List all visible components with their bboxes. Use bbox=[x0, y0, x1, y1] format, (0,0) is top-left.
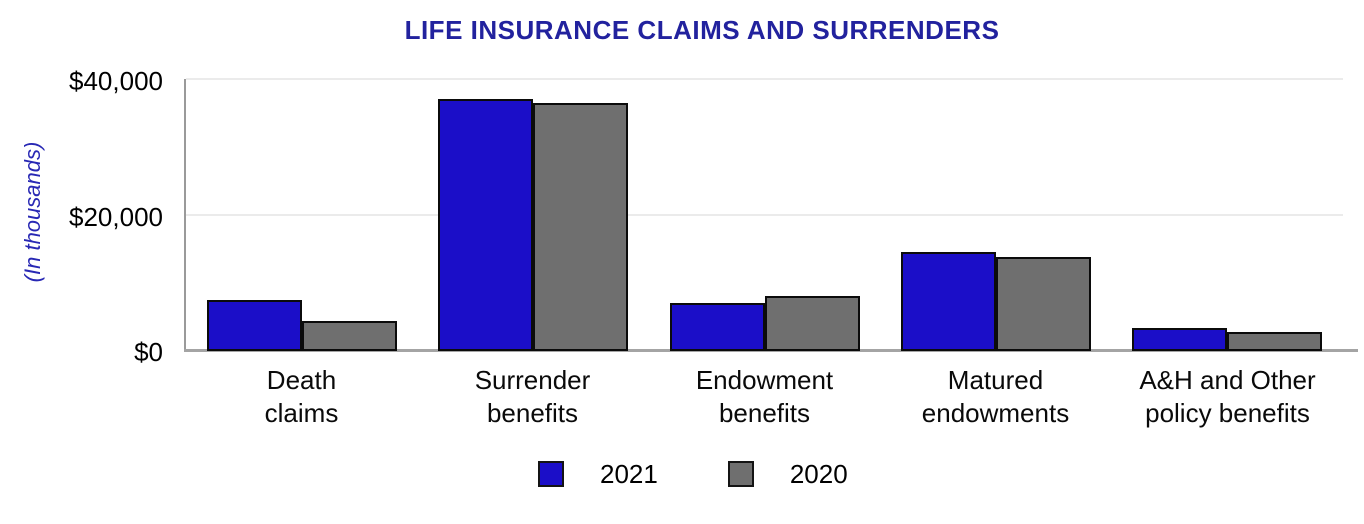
bar-2021-aandh-and-other-policy-benefits bbox=[1132, 328, 1227, 351]
x-category-label-death-claims: Death claims bbox=[186, 364, 417, 430]
bar-2020-endowment-benefits bbox=[765, 296, 860, 351]
x-category-label-line: claims bbox=[264, 398, 339, 428]
x-category-label-aandh-and-other-policy-benefits: A&H and Other policy benefits bbox=[1112, 364, 1343, 430]
legend-item-2020: 2020 bbox=[727, 459, 848, 489]
y-tick-label-0: $0 bbox=[134, 337, 163, 367]
bar-2020-death-claims bbox=[302, 321, 397, 351]
legend-swatch-2020 bbox=[727, 461, 754, 487]
legend-label-2020: 2020 bbox=[789, 459, 848, 489]
bar-2021-surrender-benefits bbox=[438, 99, 533, 351]
bar-2021-matured-endowments bbox=[901, 252, 996, 351]
bar-2021-endowment-benefits bbox=[670, 303, 765, 351]
x-category-label-endowment-benefits: Endowment benefits bbox=[649, 364, 880, 430]
chart-title: LIFE INSURANCE CLAIMS AND SURRENDERS bbox=[404, 15, 1000, 45]
x-category-label-surrender-benefits: Surrender benefits bbox=[417, 364, 648, 430]
gridline-20000 bbox=[186, 214, 1343, 216]
bar-2021-death-claims bbox=[207, 300, 302, 351]
x-category-label-line: benefits bbox=[486, 398, 579, 428]
x-category-label-line: A&H and Other bbox=[1139, 365, 1316, 395]
y-axis-line bbox=[184, 79, 186, 352]
y-tick-label-40000: $40,000 bbox=[69, 66, 163, 96]
x-category-label-line: endowments bbox=[921, 398, 1070, 428]
x-category-label-line: Death bbox=[266, 365, 337, 395]
x-category-label-line: Matured bbox=[947, 365, 1044, 395]
bar-2020-surrender-benefits bbox=[533, 103, 628, 351]
legend-label-2021: 2021 bbox=[600, 459, 658, 489]
bar-2020-aandh-and-other-policy-benefits bbox=[1227, 332, 1322, 351]
legend-item-2021: 2021 bbox=[538, 461, 658, 487]
x-category-label-line: benefits bbox=[718, 398, 811, 428]
gridline-40000 bbox=[186, 78, 1343, 80]
legend: 2021 2020 bbox=[538, 461, 848, 487]
legend-swatch-2021 bbox=[538, 461, 564, 487]
x-category-label-line: policy benefits bbox=[1145, 398, 1310, 428]
bar-2020-matured-endowments bbox=[996, 257, 1091, 351]
y-tick-label-20000: $20,000 bbox=[69, 202, 163, 232]
x-category-label-line: Endowment bbox=[695, 365, 834, 395]
x-category-label-line: Surrender bbox=[474, 365, 591, 395]
x-category-label-matured-endowments: Matured endowments bbox=[880, 364, 1111, 430]
